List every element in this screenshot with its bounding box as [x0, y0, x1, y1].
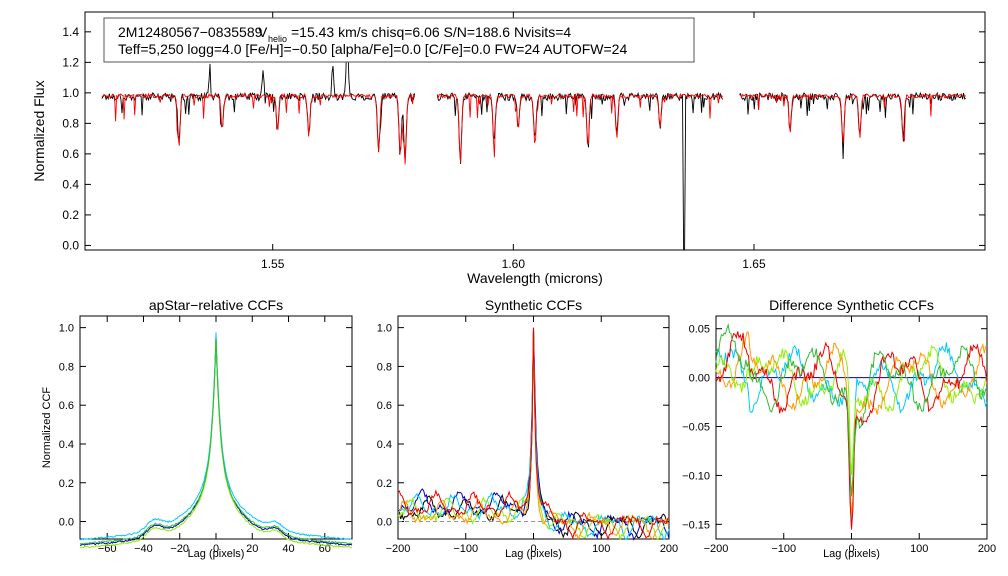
difference-ccf-visit-2	[715, 345, 988, 475]
spectrum-xtick-label: 1.55	[261, 257, 285, 271]
apstar_ccf-xtick-label: −60	[98, 543, 117, 555]
synthetic_ccf-ytick-label: 0.6	[377, 400, 392, 412]
difference-ccf-visit-3	[715, 331, 988, 515]
difference-xlabel: Lag (pixels)	[823, 548, 880, 560]
spectrum-axes: 1.55 1.60 1.65 0.0 0.2 0.4 0.6 0.8 1.0 1.2 1.4	[62, 11, 986, 271]
difference-title: Difference Synthetic CCFs	[769, 297, 934, 313]
spectrum-xtick-label: 1.65	[742, 257, 766, 271]
synthetic_ccf-ytick-label: 0.2	[377, 478, 392, 490]
difference_ccf-xtick-label: 200	[978, 543, 996, 555]
apstar_ccf-xtick-label: −40	[134, 543, 153, 555]
synthetic_ccf-ytick-label: 0.4	[377, 439, 392, 451]
spectrum-line-observed-chip2	[436, 91, 724, 250]
spectrum-ylabel: Normalized Flux	[31, 80, 47, 181]
apstar-ccf-visit-2	[79, 332, 353, 541]
synthetic_ccf-axes: −200 −100 0 100 200 0.0 0.2 0.4 0.6 0.8 1.0	[377, 315, 678, 555]
difference_ccf-axes: −200 −100 0 100 200 −0.15 −0.10 −0.05 0.00 0.05	[682, 315, 996, 555]
apstar_ccf-ytick-label: 0.2	[59, 478, 74, 490]
apstar_ccf-xtick-label: 20	[246, 543, 258, 555]
apstar-series	[79, 332, 353, 549]
apstar_ccf-xtick-label: −20	[170, 543, 189, 555]
synthetic-ccf-visit-5	[397, 327, 670, 541]
apstar_ccf-ytick-label: 0.6	[59, 400, 74, 412]
difference_ccf-xtick-label: −100	[771, 543, 796, 555]
difference_ccf-ytick-label: −0.15	[682, 519, 710, 531]
apstar_ccf-ytick-label: 1.0	[59, 323, 74, 335]
spectrum-ytick-label: 0.4	[62, 177, 79, 191]
apstar-ccf-visit-3	[79, 339, 353, 549]
annotation-v-sub: helio	[268, 34, 287, 44]
apstar_ccf-xtick-label: 0	[213, 543, 219, 555]
difference-ccf-visit-5	[715, 322, 988, 497]
synthetic_ccf-xtick-label: 200	[660, 543, 678, 555]
synthetic-series	[397, 327, 670, 541]
synthetic_ccf-ytick-label: 1.0	[377, 323, 392, 335]
synthetic_ccf-ytick-label: 0.0	[377, 517, 392, 529]
spectrum-xlabel: Wavelength (microns)	[467, 270, 603, 286]
spectrum-ytick-label: 0.8	[62, 116, 79, 130]
synthetic-title: Synthetic CCFs	[485, 297, 582, 313]
difference_ccf-ytick-label: 0.00	[689, 373, 710, 385]
annotation-v-prefix: V	[258, 24, 268, 40]
spectrum-ytick-label: 0.0	[62, 238, 79, 252]
spectrum-line-model-chip3	[739, 92, 967, 143]
spectrum-series	[101, 42, 967, 250]
difference_ccf-ytick-label: 0.05	[689, 324, 710, 336]
annotation-params: Teff=5,250 logg=4.0 [Fe/H]=−0.50 [alpha/…	[118, 41, 627, 57]
apstar-ylabel: Normalized CCF	[41, 387, 53, 469]
synthetic_ccf-xtick-label: −100	[453, 543, 478, 555]
synthetic-xlabel: Lag (pixels)	[505, 548, 562, 560]
annotation-box	[103, 17, 695, 63]
apstar-ccf-visit-1	[79, 337, 353, 546]
apstar_ccf-ytick-label: 0.0	[59, 517, 74, 529]
difference_ccf-xtick-label: 0	[848, 543, 854, 555]
apstar_ccf-xtick-label: 40	[282, 543, 294, 555]
annotation-v-value: =15.43 km/s chisq=6.06 S/N=188.6 Nvisits…	[291, 24, 571, 40]
spectrum-ytick-label: 0.6	[62, 147, 79, 161]
synthetic_ccf-xtick-label: 0	[530, 543, 536, 555]
difference_ccf-frame	[715, 315, 988, 540]
spectrum-ytick-label: 1.0	[62, 86, 79, 100]
difference-ccf-visit-4	[715, 331, 988, 530]
spectrum-ytick-label: 1.2	[62, 55, 79, 69]
spectrum-ytick-label: 0.2	[62, 208, 79, 222]
spectrum-frame	[84, 11, 986, 251]
difference_ccf-ytick-label: −0.05	[682, 422, 710, 434]
difference-series	[715, 322, 988, 530]
apstar_ccf-ytick-label: 0.4	[59, 439, 74, 451]
annotation-star-id: 2M12480567−0835589	[118, 24, 263, 40]
synthetic_ccf-xtick-label: −200	[386, 543, 411, 555]
difference_ccf-xtick-label: 100	[910, 543, 928, 555]
apstar-xlabel: Lag (pixels)	[188, 548, 245, 560]
synthetic_ccf-xtick-label: 100	[592, 543, 610, 555]
spectrum-ytick-label: 1.4	[62, 25, 79, 39]
spectrum-line-model-chip2	[436, 92, 723, 163]
spectrum-xtick-label: 1.60	[502, 257, 526, 271]
apstar-title: apStar−relative CCFs	[149, 297, 283, 313]
difference_ccf-ytick-label: −0.10	[682, 470, 710, 482]
apstar_ccf-ytick-label: 0.8	[59, 361, 74, 373]
spectrum-line-model-chip1	[101, 92, 416, 165]
apstar_ccf-axes: −60 −40 −20 0 20 40 600.00.20.40.60.81.0	[59, 315, 353, 555]
spectrum-line-observed-chip1	[101, 42, 416, 162]
synthetic_ccf-ytick-label: 0.8	[377, 361, 392, 373]
difference_ccf-xtick-label: −200	[704, 543, 729, 555]
apstar-ccf-visit-4	[79, 337, 353, 545]
